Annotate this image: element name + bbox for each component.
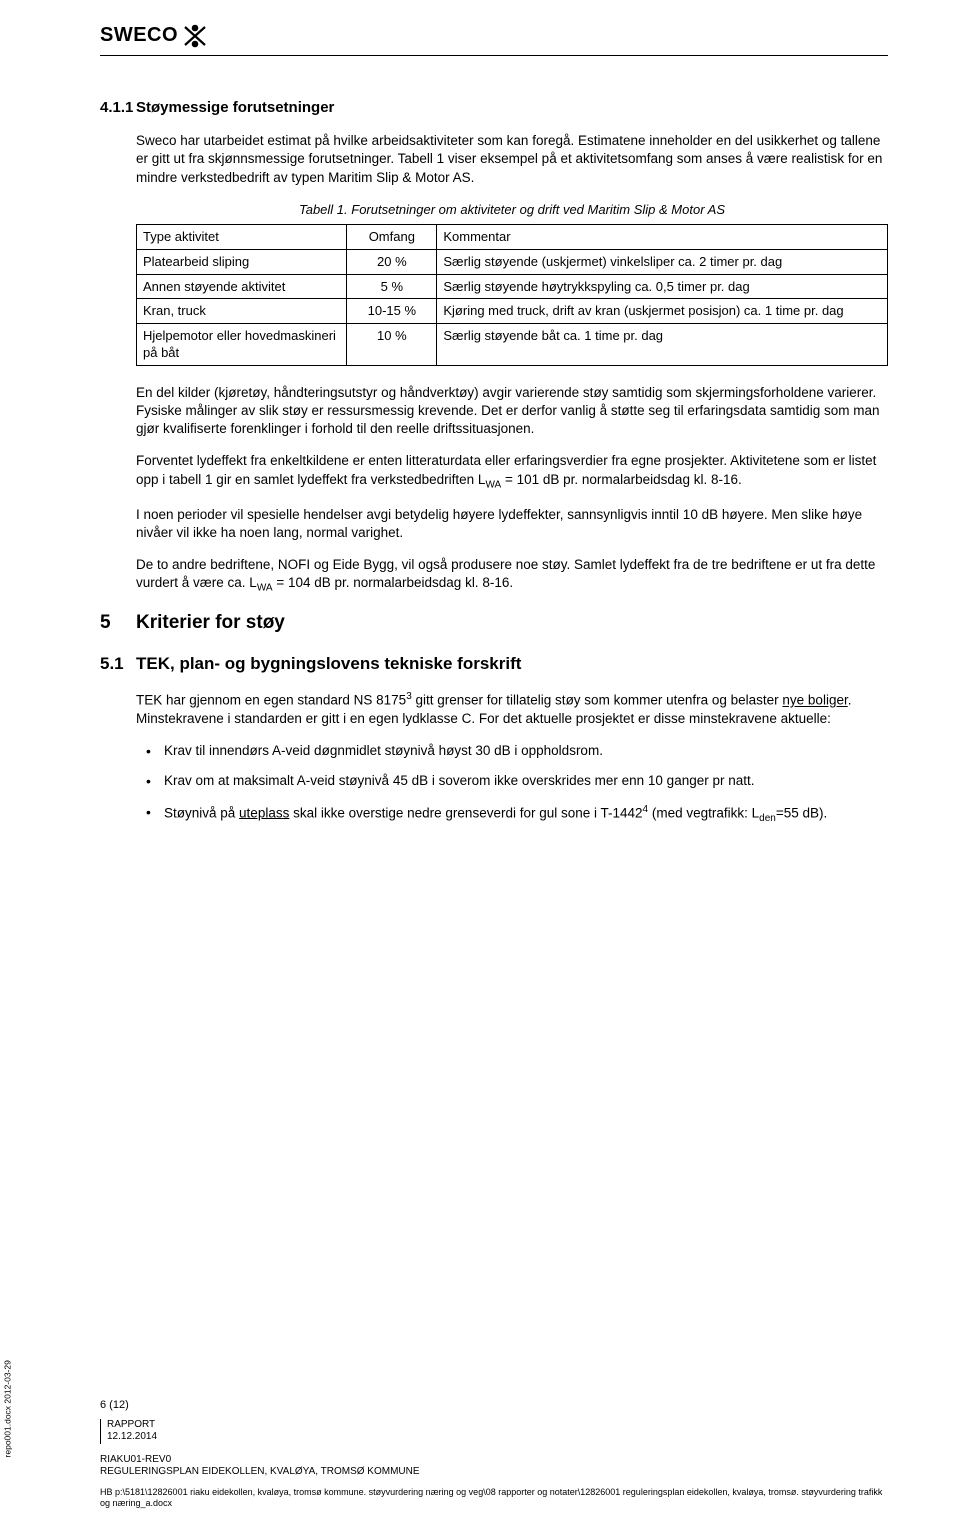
- table-cell: 5 %: [347, 274, 437, 299]
- page-number: 6 (12): [100, 1399, 888, 1413]
- text-run: TEK har gjennom en egen standard NS 8175: [136, 693, 406, 708]
- bullet-list: Krav til innendørs A-veid døgnmidlet stø…: [136, 742, 888, 825]
- subsection-heading: TEK, plan- og bygningslovens tekniske fo…: [136, 653, 521, 676]
- paragraph: De to andre bedriftene, NOFI og Eide Byg…: [136, 556, 888, 595]
- underlined-text: uteplass: [239, 805, 289, 820]
- table-cell: Særlig støyende båt ca. 1 time pr. dag: [437, 323, 888, 365]
- underlined-text: nye boliger: [782, 693, 847, 708]
- page-header: SWECO: [100, 22, 888, 49]
- paragraph: I noen perioder vil spesielle hendelser …: [136, 506, 888, 542]
- table-header-row: Type aktivitet Omfang Kommentar: [137, 225, 888, 250]
- section-number: 5: [100, 610, 136, 650]
- subscript: den: [759, 813, 776, 824]
- logo-icon: [182, 24, 208, 48]
- header-rule: [100, 55, 888, 56]
- text-run: = 101 dB pr. normalarbeidsdag kl. 8-16.: [501, 472, 742, 487]
- activity-table: Type aktivitet Omfang Kommentar Platearb…: [136, 224, 888, 365]
- table-cell: Annen støyende aktivitet: [137, 274, 347, 299]
- subsection-number: 5.1: [100, 653, 136, 690]
- text-run: skal ikke overstige nedre grenseverdi fo…: [289, 805, 642, 820]
- table-header: Type aktivitet: [137, 225, 347, 250]
- footer-project-name: REGULERINGSPLAN EIDEKOLLEN, KVALØYA, TRO…: [100, 1466, 888, 1479]
- table-cell: 10 %: [347, 323, 437, 365]
- list-item: Krav til innendørs A-veid døgnmidlet stø…: [136, 742, 888, 760]
- footer-rapport: RAPPORT: [107, 1419, 157, 1432]
- paragraph: Forventet lydeffekt fra enkeltkildene er…: [136, 452, 888, 491]
- table-row: Annen støyende aktivitet 5 % Særlig støy…: [137, 274, 888, 299]
- table-cell: Kran, truck: [137, 299, 347, 324]
- section-heading: Kriterier for støy: [136, 610, 285, 636]
- table-cell: Særlig støyende høytrykkspyling ca. 0,5 …: [437, 274, 888, 299]
- side-rotated-text: repo001.docx 2012-03-29: [3, 1360, 14, 1457]
- list-item: Støynivå på uteplass skal ikke overstige…: [136, 803, 888, 826]
- table-cell: Platearbeid sliping: [137, 250, 347, 275]
- footer-project-code: RIAKU01-REV0: [100, 1454, 888, 1467]
- table-header: Kommentar: [437, 225, 888, 250]
- list-item: Krav om at maksimalt A-veid støynivå 45 …: [136, 772, 888, 790]
- footer-path: HB p:\5181\12826001 riaku eidekollen, kv…: [100, 1487, 888, 1510]
- paragraph: En del kilder (kjøretøy, håndteringsutst…: [136, 384, 888, 439]
- page-footer: 6 (12) RAPPORT 12.12.2014 RIAKU01-REV0 R…: [100, 1399, 888, 1509]
- text-run: gitt grenser for tillatelig støy som kom…: [412, 693, 783, 708]
- table-row: Hjelpemotor eller hovedmaskineri på båt …: [137, 323, 888, 365]
- table-cell: 10-15 %: [347, 299, 437, 324]
- section-number: 4.1.1: [100, 98, 136, 132]
- text-run: =55 dB).: [776, 805, 827, 820]
- table-cell: 20 %: [347, 250, 437, 275]
- paragraph: Sweco har utarbeidet estimat på hvilke a…: [136, 132, 888, 187]
- text-run: Krav til innendørs A-veid døgnmidlet stø…: [164, 743, 603, 758]
- subscript: WA: [257, 583, 273, 594]
- table-row: Kran, truck 10-15 % Kjøring med truck, d…: [137, 299, 888, 324]
- text-run: (med vegtrafikk: L: [648, 805, 759, 820]
- table-row: Platearbeid sliping 20 % Særlig støyende…: [137, 250, 888, 275]
- section-heading: Støymessige forutsetninger: [136, 98, 334, 118]
- subscript: WA: [485, 479, 501, 490]
- text-run: Støynivå på: [164, 805, 239, 820]
- table-cell: Kjøring med truck, drift av kran (uskjer…: [437, 299, 888, 324]
- table-caption: Tabell 1. Forutsetninger om aktiviteter …: [136, 201, 888, 219]
- text-run: Krav om at maksimalt A-veid støynivå 45 …: [164, 773, 755, 788]
- table-cell: Særlig støyende (uskjermet) vinkelsliper…: [437, 250, 888, 275]
- text-run: = 104 dB pr. normalarbeidsdag kl. 8-16.: [273, 575, 514, 590]
- logo-text: SWECO: [100, 22, 178, 49]
- paragraph: TEK har gjennom en egen standard NS 8175…: [136, 690, 888, 728]
- footer-date: 12.12.2014: [107, 1431, 157, 1444]
- table-cell: Hjelpemotor eller hovedmaskineri på båt: [137, 323, 347, 365]
- table-header: Omfang: [347, 225, 437, 250]
